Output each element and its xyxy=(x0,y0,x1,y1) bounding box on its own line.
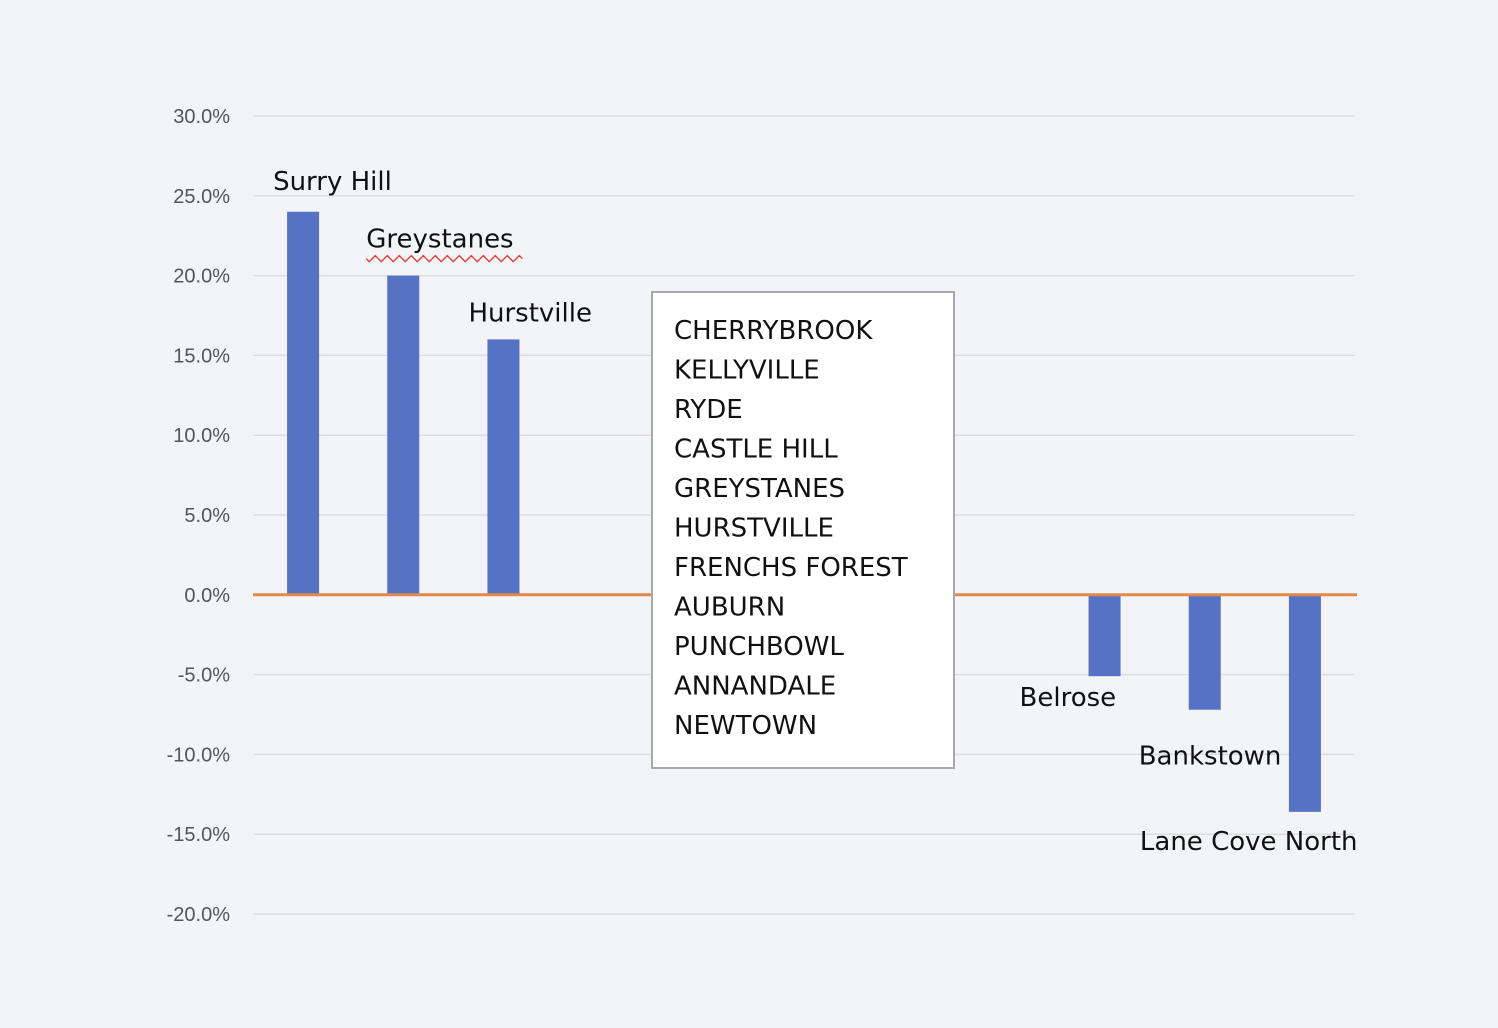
data-label: Greystanes xyxy=(366,225,513,255)
annotation-line: ANNANDALE xyxy=(674,672,836,702)
bar xyxy=(387,275,420,595)
annotation-line: CASTLE HILL xyxy=(674,435,838,465)
y-tick-label: -5.0% xyxy=(178,665,230,687)
bar xyxy=(287,211,320,595)
y-tick-label: 15.0% xyxy=(173,345,230,367)
data-label: Bankstown xyxy=(1139,742,1282,772)
annotation-line: PUNCHBOWL xyxy=(674,632,844,662)
y-tick-label: 30.0% xyxy=(173,106,230,128)
bar xyxy=(1288,594,1321,812)
annotation-line: FRENCHS FOREST xyxy=(674,553,908,583)
y-tick-label: -20.0% xyxy=(167,904,231,926)
y-tick-label: 5.0% xyxy=(184,505,230,527)
data-label: Lane Cove North xyxy=(1140,827,1358,857)
spellcheck-underline xyxy=(365,254,523,263)
y-tick-label: 25.0% xyxy=(173,186,230,208)
annotation-line: CHERRYBROOK xyxy=(674,316,873,346)
annotation-line: NEWTOWN xyxy=(674,711,817,741)
data-label: Hurstville xyxy=(468,298,592,328)
annotation-line: HURSTVILLE xyxy=(674,514,834,544)
data-label: Belrose xyxy=(1020,683,1117,713)
annotation-line: KELLYVILLE xyxy=(674,356,820,386)
annotation-box xyxy=(651,291,955,769)
bar xyxy=(1188,594,1221,710)
y-tick-label: 0.0% xyxy=(184,585,230,607)
annotation-line: RYDE xyxy=(674,395,743,425)
y-tick-label: 20.0% xyxy=(173,266,230,288)
bar xyxy=(487,339,520,595)
bar xyxy=(1088,594,1121,677)
y-tick-label: 10.0% xyxy=(173,425,230,447)
annotation-line: AUBURN xyxy=(674,593,785,623)
data-label: Surry Hill xyxy=(273,167,392,197)
annotation-line: GREYSTANES xyxy=(674,474,845,504)
y-tick-label: -10.0% xyxy=(167,744,231,766)
y-tick-label: -15.0% xyxy=(167,824,231,846)
